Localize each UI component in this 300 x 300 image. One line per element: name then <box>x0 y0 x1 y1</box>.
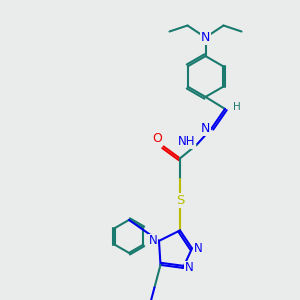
Text: N: N <box>194 242 202 255</box>
Text: N: N <box>201 122 210 135</box>
Text: NH: NH <box>178 135 195 148</box>
Text: H: H <box>232 102 240 112</box>
Text: O: O <box>152 132 162 145</box>
Text: N: N <box>149 234 158 248</box>
Text: N: N <box>201 31 210 44</box>
Text: S: S <box>176 194 184 207</box>
Text: N: N <box>184 261 193 274</box>
